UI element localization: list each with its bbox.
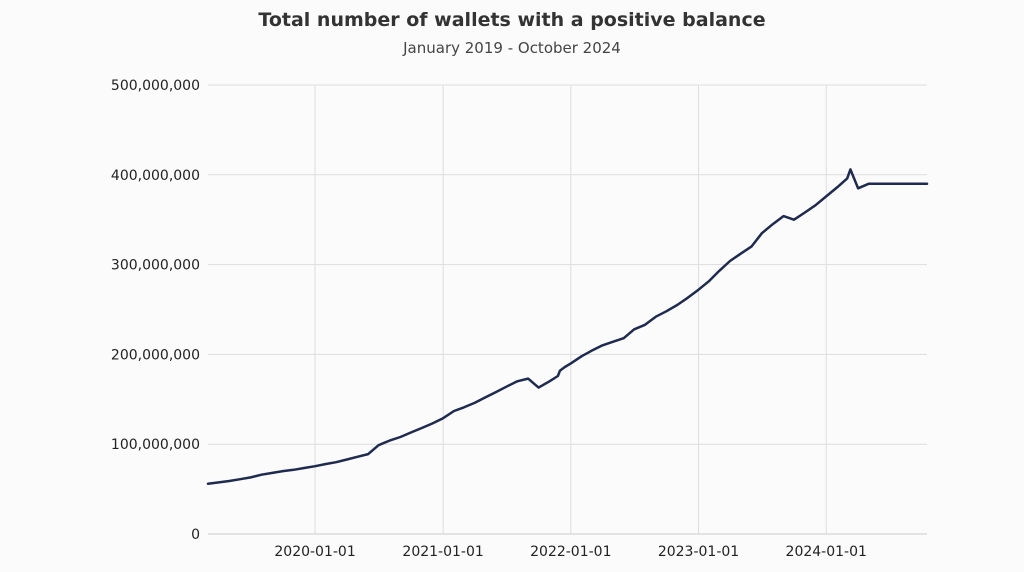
y-tick-label: 400,000,000	[111, 168, 200, 184]
y-tick-label: 300,000,000	[111, 258, 200, 274]
series-line	[206, 168, 929, 485]
x-tick-label: 2020-01-01	[274, 544, 355, 560]
y-tick-label: 200,000,000	[111, 347, 200, 363]
y-tick-label: 100,000,000	[111, 437, 200, 453]
y-tick-label: 500,000,000	[111, 78, 200, 94]
y-tick-label: 0	[191, 527, 200, 543]
x-tick-label: 2023-01-01	[658, 544, 739, 560]
chart-subtitle: January 2019 - October 2024	[403, 39, 621, 57]
x-tick-label: 2024-01-01	[786, 544, 867, 560]
x-tick-label: 2022-01-01	[530, 544, 611, 560]
chart-title: Total number of wallets with a positive …	[258, 9, 766, 31]
x-tick-label: 2021-01-01	[402, 544, 483, 560]
